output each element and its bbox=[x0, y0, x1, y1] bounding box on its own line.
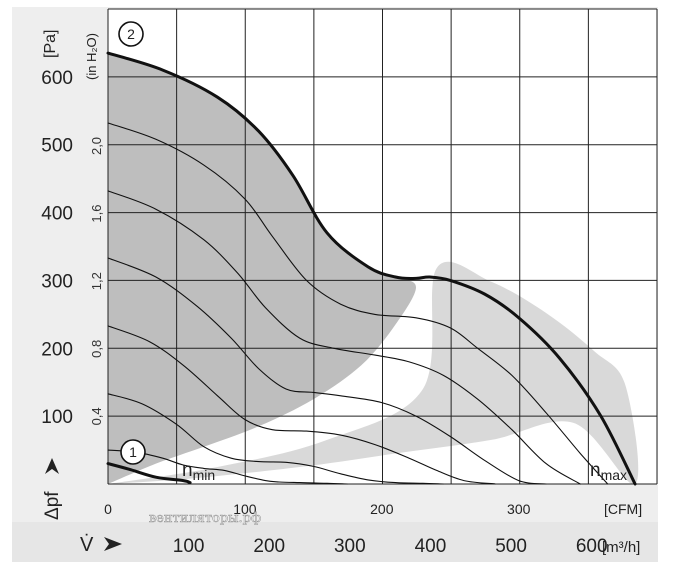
y-tick-pa: 200 bbox=[41, 339, 73, 360]
n-min-label: nmin bbox=[182, 460, 215, 483]
x-unit-cfm: [CFM] bbox=[604, 501, 642, 517]
recommended-band-region bbox=[108, 261, 639, 485]
n-max-base: n bbox=[590, 460, 601, 481]
y-tick-inh2o: 1,6 bbox=[89, 205, 104, 223]
fan-curve-min-speed-1 bbox=[106, 462, 192, 485]
n-max-label: nmax bbox=[590, 460, 627, 483]
n-max-sub: max bbox=[601, 467, 627, 483]
x-unit-m3h: [m³/h] bbox=[602, 539, 640, 556]
fan-curves bbox=[106, 51, 637, 486]
fan-curve-intermediate-3 bbox=[107, 190, 581, 485]
shaded-regions bbox=[108, 53, 639, 485]
y-tick-inh2o: 0,4 bbox=[89, 407, 104, 425]
y-tick-pa: 300 bbox=[41, 271, 73, 292]
y-unit-inh2o: (in H₂O) bbox=[84, 33, 99, 80]
y-tick-pa: 400 bbox=[41, 204, 73, 225]
grid-lines bbox=[107, 8, 658, 485]
x-tick-m3h: 200 bbox=[253, 536, 285, 557]
curve-min-marker-label: 1 bbox=[129, 444, 137, 460]
x-tick-m3h: 400 bbox=[415, 536, 447, 557]
fan-curve-max-speed-0 bbox=[106, 51, 637, 486]
x-tick-m3h: 500 bbox=[495, 536, 527, 557]
x-tick-m3h: 300 bbox=[334, 536, 366, 557]
x-tick-m3h: 100 bbox=[173, 536, 205, 557]
fan-curve-intermediate-2 bbox=[107, 122, 609, 485]
y-tick-inh2o: 1,2 bbox=[89, 272, 104, 290]
n-min-sub: min bbox=[193, 467, 216, 483]
x-axis-label: V̇ bbox=[80, 534, 94, 556]
n-min-base: n bbox=[182, 460, 193, 481]
y-tick-pa: 600 bbox=[41, 68, 73, 89]
x-tick-cfm: 200 bbox=[370, 501, 394, 517]
fan-curve-intermediate-7 bbox=[107, 449, 349, 485]
y-tick-pa: 100 bbox=[41, 407, 73, 428]
x-tick-m3h: 600 bbox=[576, 536, 608, 557]
y-tick-inh2o: 0,8 bbox=[89, 340, 104, 358]
y-axis-label: Δpf bbox=[42, 491, 63, 520]
curve-min-marker: 1 bbox=[120, 439, 146, 465]
fan-curve-intermediate-6 bbox=[107, 393, 444, 485]
bottom-axis-strip bbox=[12, 522, 658, 562]
curve-max-marker-label: 2 bbox=[127, 26, 135, 42]
fan-curve-intermediate-4 bbox=[107, 257, 547, 485]
fan-curve-intermediate-5 bbox=[107, 325, 496, 485]
x-tick-cfm: 100 bbox=[233, 501, 257, 517]
tick-labels: 100 200 300 400 500 600 0,4 0,8 1,2 1,6 2,0 0 100 200… bbox=[41, 68, 607, 557]
x-tick-cfm: 300 bbox=[507, 501, 531, 517]
y-tick-inh2o: 2,0 bbox=[89, 137, 104, 155]
y-unit-pa: [Pa] bbox=[42, 30, 59, 58]
y-axis-arrow-icon bbox=[45, 458, 59, 474]
x-tick-cfm: 0 bbox=[104, 501, 112, 517]
operating-area-region bbox=[108, 53, 416, 484]
x-axis-arrow-icon bbox=[104, 537, 122, 551]
watermark: вентиляторы.рф bbox=[149, 511, 261, 526]
curve-max-marker: 2 bbox=[118, 21, 144, 47]
y-tick-pa: 500 bbox=[41, 136, 73, 157]
